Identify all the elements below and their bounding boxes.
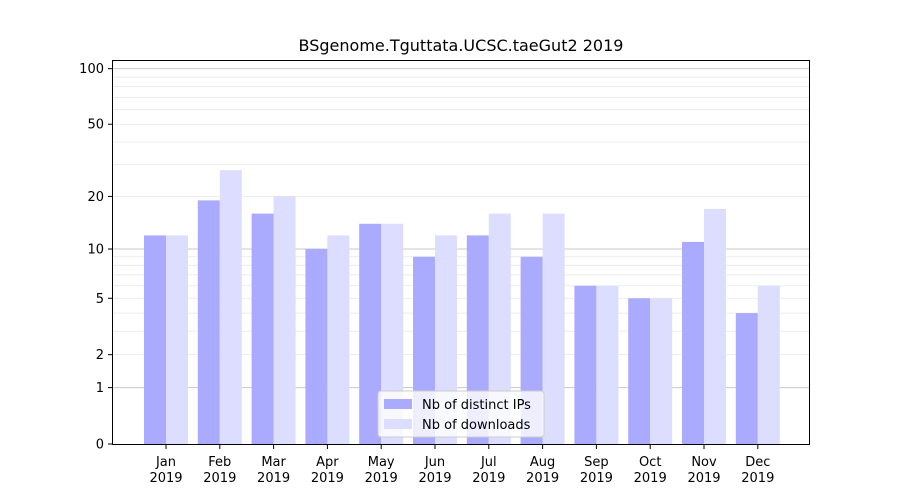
bar-downloads [704, 208, 726, 444]
x-tick-label-year: 2019 [741, 471, 774, 486]
y-tick-label: 5 [96, 292, 104, 307]
x-tick-label-month: Sep [584, 455, 609, 470]
legend: Nb of distinct IPs Nb of downloads [377, 390, 545, 438]
x-tick-label-month: Jan [155, 455, 176, 470]
x-tick-label-year: 2019 [526, 471, 559, 486]
y-tick-label: 2 [96, 348, 104, 363]
x-tick-label-month: Dec [745, 455, 770, 470]
bar-distinct-ips [359, 223, 382, 444]
bar-downloads [327, 235, 350, 444]
x-tick-label-month: Feb [208, 455, 231, 470]
bar-distinct-ips [305, 248, 328, 444]
bar-distinct-ips [197, 200, 220, 444]
x-tick-label-year: 2019 [634, 471, 667, 486]
bar-downloads [381, 223, 404, 444]
bar-distinct-ips [735, 313, 758, 444]
y-tick-label: 0 [96, 438, 104, 453]
bar-downloads [757, 285, 780, 444]
y-tick-label: 50 [87, 118, 104, 133]
bar-downloads [542, 213, 565, 444]
x-tick-label-year: 2019 [149, 471, 182, 486]
legend-box [377, 390, 545, 438]
x-tick-label-year: 2019 [365, 471, 398, 486]
x-tick-label-year: 2019 [257, 471, 290, 486]
plot-frame [112, 60, 810, 445]
x-tick-label-year: 2019 [687, 471, 720, 486]
bar-downloads [166, 235, 188, 444]
x-tick-label-year: 2019 [580, 471, 613, 486]
x-axis: Jan2019Feb2019Mar2019Apr2019May2019Jun20… [149, 444, 774, 486]
x-tick-label-month: May [368, 455, 395, 470]
x-tick-label-month: Mar [261, 455, 286, 470]
x-tick-label-year: 2019 [418, 471, 451, 486]
y-tick-label: 20 [87, 190, 104, 205]
x-tick-label-month: Jul [480, 455, 497, 470]
bar-distinct-ips [144, 235, 166, 444]
legend-swatch [384, 399, 412, 409]
chart-title: BSgenome.Tguttata.UCSC.taeGut2 2019 [299, 36, 624, 55]
legend-label: Nb of downloads [422, 418, 531, 433]
bar-downloads [273, 196, 296, 444]
bar-downloads [596, 285, 619, 444]
x-tick-label-month: Nov [691, 455, 717, 470]
legend-swatch [384, 419, 412, 429]
bar-distinct-ips [574, 285, 597, 444]
y-axis: 0 1 2 5 10 20 50 100 [79, 62, 113, 453]
bar-downloads [650, 298, 673, 444]
y-tick-label: 100 [79, 62, 104, 77]
bar-distinct-ips [628, 298, 651, 444]
x-tick-label-month: Aug [530, 455, 555, 470]
legend-label: Nb of distinct IPs [422, 398, 531, 413]
bar-distinct-ips [251, 213, 274, 444]
x-tick-label-month: Jun [424, 455, 445, 470]
y-tick-label: 1 [96, 381, 104, 396]
y-tick-label: 10 [87, 242, 104, 257]
bar-downloads [488, 213, 511, 444]
x-tick-label-year: 2019 [203, 471, 236, 486]
x-tick-label-month: Apr [316, 455, 339, 470]
x-tick-label-year: 2019 [472, 471, 505, 486]
x-tick-label-month: Oct [639, 455, 661, 470]
bar-distinct-ips [682, 241, 704, 444]
bar-downloads [219, 170, 242, 444]
x-tick-label-year: 2019 [311, 471, 344, 486]
